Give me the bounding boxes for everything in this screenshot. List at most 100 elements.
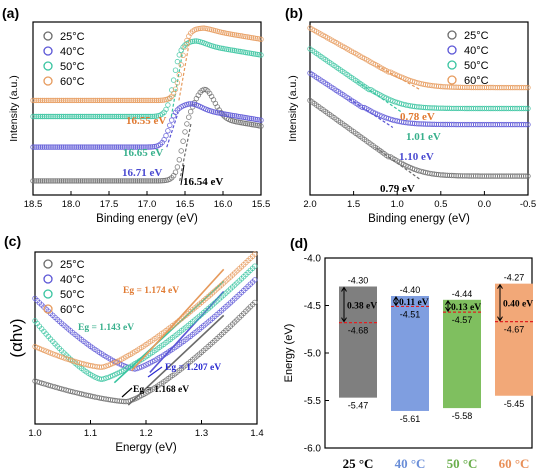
panel-b-legend-entry: 40°C xyxy=(464,45,489,57)
panel-a-point xyxy=(180,138,186,144)
panel-a-point xyxy=(98,113,105,120)
panel-a-point xyxy=(34,144,40,150)
panel-a-point xyxy=(102,178,108,184)
panel-a-point xyxy=(64,178,70,184)
panel-a-point xyxy=(123,178,129,184)
panel-a-point xyxy=(146,97,152,104)
panel-a-point xyxy=(77,144,84,150)
panel-label: (c) xyxy=(4,233,21,249)
panel-a-point xyxy=(106,178,112,184)
panel-a-point xyxy=(142,113,148,120)
panel-a-point xyxy=(113,144,120,150)
panel-c-point xyxy=(103,363,109,369)
panel-c-point xyxy=(136,365,142,371)
panel-b-legend-marker xyxy=(447,60,457,70)
panel-c-annotation: Eg = 1.168 eV xyxy=(133,385,189,395)
panel-d-ylabel: Energy (eV) xyxy=(283,324,295,383)
panel-a-point xyxy=(151,178,158,184)
panel-a-point xyxy=(161,177,167,184)
panel-b-legend-entry: 50°C xyxy=(464,60,489,72)
panel-a-point xyxy=(256,117,262,123)
panel-a-point xyxy=(117,113,124,120)
panel-a-point xyxy=(47,144,53,150)
panel-a-point xyxy=(246,50,253,56)
panel-a-point xyxy=(100,178,106,184)
panel-a-point xyxy=(108,144,114,150)
panel-a-point xyxy=(113,178,120,184)
panel-a-point xyxy=(121,113,127,120)
panel-a-point xyxy=(75,144,82,150)
panel-a-point xyxy=(136,178,143,184)
panel-a-point xyxy=(132,97,139,104)
panel-a-point xyxy=(108,97,114,104)
panel-a-point xyxy=(129,113,135,120)
panel-a-point xyxy=(49,178,55,184)
panel-a-point xyxy=(125,178,131,184)
panel-a-point xyxy=(91,144,97,150)
panel-a-point xyxy=(92,144,99,150)
panel-a-point xyxy=(64,97,70,104)
panel-a-point xyxy=(140,144,146,150)
panel-a-point xyxy=(258,36,264,42)
panel-a-point xyxy=(81,97,87,104)
panel-a-point xyxy=(100,144,106,150)
panel-a-point xyxy=(89,97,95,104)
panel-a-point xyxy=(83,113,89,120)
panel-a-xtick-label: 16.0 xyxy=(214,199,233,210)
panel-a-xtick-label: 17.0 xyxy=(138,199,157,210)
panel-b-legend-marker xyxy=(447,75,457,85)
panel-a-point xyxy=(98,97,105,104)
panel-a-point xyxy=(117,144,124,150)
panel-a-point xyxy=(187,108,194,115)
panel-a-legend-entry: 60°C xyxy=(60,76,85,88)
panel-c-xtick-label: 1.1 xyxy=(84,428,97,439)
panel-a-point xyxy=(100,113,106,120)
panel-b-xtick-label: -0.5 xyxy=(520,199,536,210)
panel-c-annotation-arrow xyxy=(121,387,133,398)
panel-a-point xyxy=(244,50,251,56)
panel-a-point xyxy=(87,178,93,184)
panel-a-point xyxy=(186,101,192,107)
panel-a-point xyxy=(165,102,171,108)
panel-a-point xyxy=(45,97,51,104)
panel-a-legend-entry: 40°C xyxy=(60,46,85,58)
panel-a-point xyxy=(47,97,53,104)
panel-a-point xyxy=(83,144,89,150)
panel-a-xtick-label: 15.5 xyxy=(252,199,271,210)
panel-a-ylabel: Intensity (a.u.) xyxy=(8,75,20,142)
panel-a-point xyxy=(56,113,63,120)
panel-a-point xyxy=(56,97,63,104)
panel-a-tangent xyxy=(178,36,191,101)
panel-c-legend-entry: 50°C xyxy=(60,289,85,301)
panel-a-point xyxy=(142,97,148,104)
panel-a-point xyxy=(258,123,264,129)
panel-a-point xyxy=(225,46,232,53)
panel-a-point xyxy=(106,144,112,150)
panel-a-point xyxy=(127,113,133,120)
panel-a-point xyxy=(53,113,59,120)
panel-label: (a) xyxy=(2,5,19,21)
panel-a-point xyxy=(138,178,144,184)
panel-a-point xyxy=(73,97,80,104)
panel-a-point xyxy=(87,144,93,150)
panel-d-ytick-label: -4.0 xyxy=(304,254,322,265)
panel-a-point xyxy=(140,113,146,120)
panel-a-point xyxy=(229,47,236,53)
panel-a-point xyxy=(119,178,125,184)
panel-a-point xyxy=(117,178,124,184)
panel-a-point xyxy=(102,113,108,120)
panel-a-point xyxy=(201,25,207,31)
panel-a-point xyxy=(243,34,249,40)
panel-d-gap-arrowhead xyxy=(393,301,399,307)
panel-a-annotation-arrow xyxy=(180,164,185,186)
panel-b-xtick-label: 0.0 xyxy=(478,199,491,210)
panel-a-point xyxy=(53,178,59,184)
panel-a-point xyxy=(30,144,36,150)
panel-d-gap-label: 0.13 eV xyxy=(451,303,481,313)
panel-a-point xyxy=(108,113,114,120)
panel-a-tangent xyxy=(166,112,179,148)
panel-d-ytick-label: -4.5 xyxy=(304,301,322,312)
panel-d-gap-label: 0.38 eV xyxy=(347,302,377,312)
panel-a-point xyxy=(39,178,46,184)
